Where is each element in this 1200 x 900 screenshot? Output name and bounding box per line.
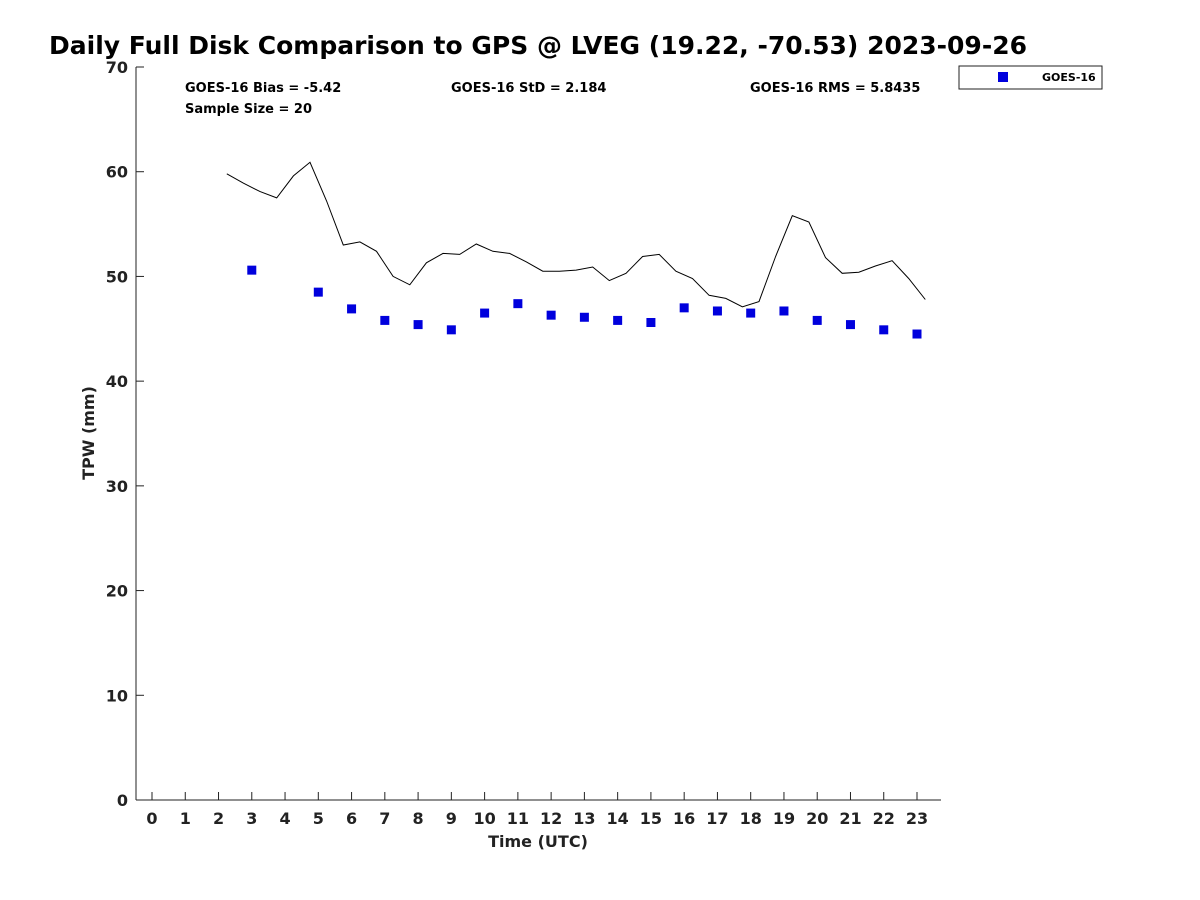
goes16-point: [646, 318, 656, 328]
x-tick-label: 1: [180, 809, 191, 828]
goes16-point: [313, 287, 323, 297]
x-tick-label: 3: [246, 809, 257, 828]
x-tick-label: 22: [873, 809, 895, 828]
x-tick-label: 21: [839, 809, 861, 828]
sample-size-stat: Sample Size = 20: [185, 102, 312, 117]
goes16-point: [347, 304, 357, 314]
goes16-point: [446, 325, 456, 335]
y-tick-label: 70: [106, 58, 128, 77]
legend-box: [958, 65, 1103, 90]
y-axis-label: TPW (mm): [79, 386, 98, 480]
x-tick-label: 4: [279, 809, 290, 828]
goes16-point: [912, 329, 922, 339]
y-tick-label: 0: [117, 791, 128, 810]
goes16-point: [779, 306, 789, 316]
goes16-point: [413, 320, 423, 330]
chart-title: Daily Full Disk Comparison to GPS @ LVEG…: [49, 31, 1027, 60]
goes16-point: [247, 265, 257, 275]
y-tick-label: 40: [106, 372, 128, 391]
x-tick-label: 10: [473, 809, 495, 828]
goes16-point: [546, 310, 556, 320]
x-tick-label: 6: [346, 809, 357, 828]
x-tick-label: 15: [640, 809, 662, 828]
legend-label-goes16: GOES-16: [1042, 71, 1096, 84]
gps-series: [226, 161, 926, 308]
goes16-point: [746, 308, 756, 318]
x-tick-label: 16: [673, 809, 695, 828]
goes16-point: [613, 315, 623, 325]
x-tick-label: 9: [446, 809, 457, 828]
x-ticks: 0 1 2 3 4 5 6 7 8 9 10 11 12 13 14 15 16 17 18 19 20 21 22 23: [146, 792, 928, 828]
gps-line: [226, 161, 926, 308]
x-tick-label: 17: [706, 809, 728, 828]
x-tick-label: 7: [379, 809, 390, 828]
goes16-point: [679, 303, 689, 313]
goes16-point: [845, 320, 855, 330]
y-tick-label: 10: [106, 686, 128, 705]
x-tick-label: 0: [146, 809, 157, 828]
y-ticks: 0 10 20 30 40 50 60 70: [106, 58, 144, 810]
goes16-point: [480, 308, 490, 318]
std-stat: GOES-16 StD = 2.184: [451, 81, 606, 96]
x-tick-label: 2: [213, 809, 224, 828]
legend: GOES-16: [958, 65, 1103, 90]
y-tick-label: 20: [106, 582, 128, 601]
y-tick-label: 50: [106, 267, 128, 286]
goes16-point: [812, 315, 822, 325]
x-tick-label: 19: [773, 809, 795, 828]
legend-marker-goes16: [998, 72, 1008, 82]
x-axis-label: Time (UTC): [488, 832, 588, 851]
x-tick-label: 20: [806, 809, 828, 828]
x-tick-label: 5: [313, 809, 324, 828]
x-tick-label: 12: [540, 809, 562, 828]
x-tick-label: 13: [573, 809, 595, 828]
x-tick-label: 14: [607, 809, 629, 828]
x-tick-label: 8: [413, 809, 424, 828]
bias-stat: GOES-16 Bias = -5.42: [185, 81, 341, 96]
x-tick-label: 11: [507, 809, 529, 828]
rms-stat: GOES-16 RMS = 5.8435: [750, 81, 920, 96]
goes16-point: [380, 315, 390, 325]
x-tick-label: 18: [740, 809, 762, 828]
y-tick-label: 60: [106, 163, 128, 182]
x-tick-label: 23: [906, 809, 928, 828]
goes16-series: [247, 265, 922, 339]
goes16-point: [579, 312, 589, 322]
goes16-point: [712, 306, 722, 316]
y-tick-label: 30: [106, 477, 128, 496]
goes16-point: [879, 325, 889, 335]
goes16-point: [513, 299, 523, 309]
